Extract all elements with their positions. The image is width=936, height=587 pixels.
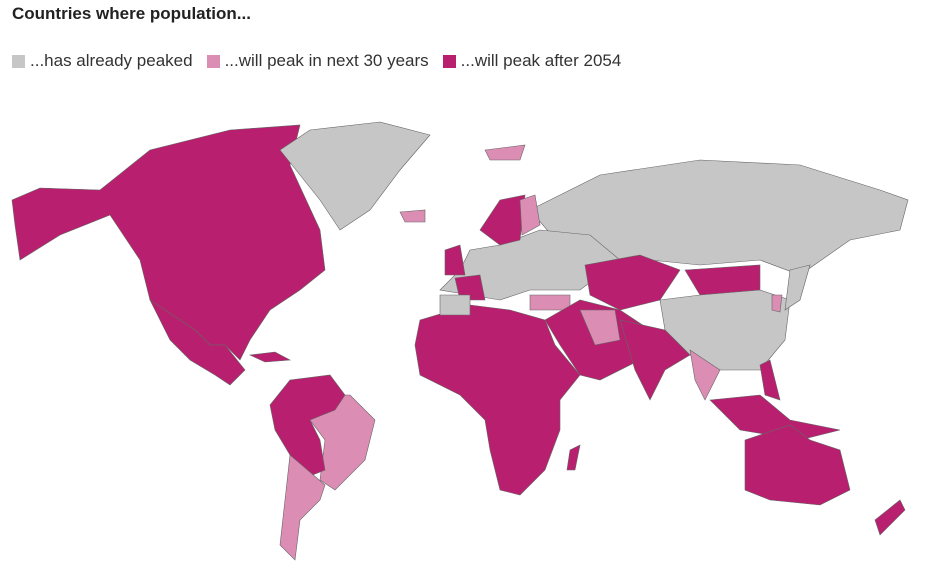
europe <box>439 229 621 301</box>
new-zealand <box>874 499 906 536</box>
australia <box>744 424 851 506</box>
legend-item: ...will peak in next 30 years <box>206 51 429 71</box>
mongolia <box>684 264 761 296</box>
north-south-america <box>269 374 346 481</box>
brazil <box>309 394 376 491</box>
korea <box>771 294 783 313</box>
madagascar <box>566 444 581 471</box>
southern-cone <box>279 454 326 561</box>
legend: ...has already peaked ...will peak in ne… <box>12 51 621 71</box>
scandinavia <box>479 194 526 246</box>
legend-item: ...has already peaked <box>12 51 193 71</box>
swatch <box>206 54 220 68</box>
legend-item: ...will peak after 2054 <box>442 51 622 71</box>
mexico <box>149 299 246 386</box>
uk <box>444 244 466 276</box>
france <box>454 274 486 301</box>
indonesia <box>709 394 841 441</box>
legend-label: ...will peak in next 30 years <box>224 51 429 70</box>
philippines <box>759 359 781 401</box>
caribbean <box>248 351 292 363</box>
finland <box>519 194 541 236</box>
title: Countries where population... <box>12 4 251 23</box>
swatch <box>442 54 456 68</box>
svalbard <box>484 144 526 161</box>
swatch <box>12 54 25 68</box>
greenland <box>279 121 431 231</box>
southeast-asia <box>689 349 721 401</box>
turkey <box>529 294 571 311</box>
africa <box>414 304 581 496</box>
japan <box>784 264 811 311</box>
iran <box>579 309 621 346</box>
iceland <box>399 209 426 223</box>
legend-label: ...has already peaked <box>30 51 193 70</box>
north-america <box>11 124 326 361</box>
india <box>619 319 691 401</box>
iberia <box>439 294 471 316</box>
legend-label: ...will peak after 2054 <box>460 51 622 70</box>
